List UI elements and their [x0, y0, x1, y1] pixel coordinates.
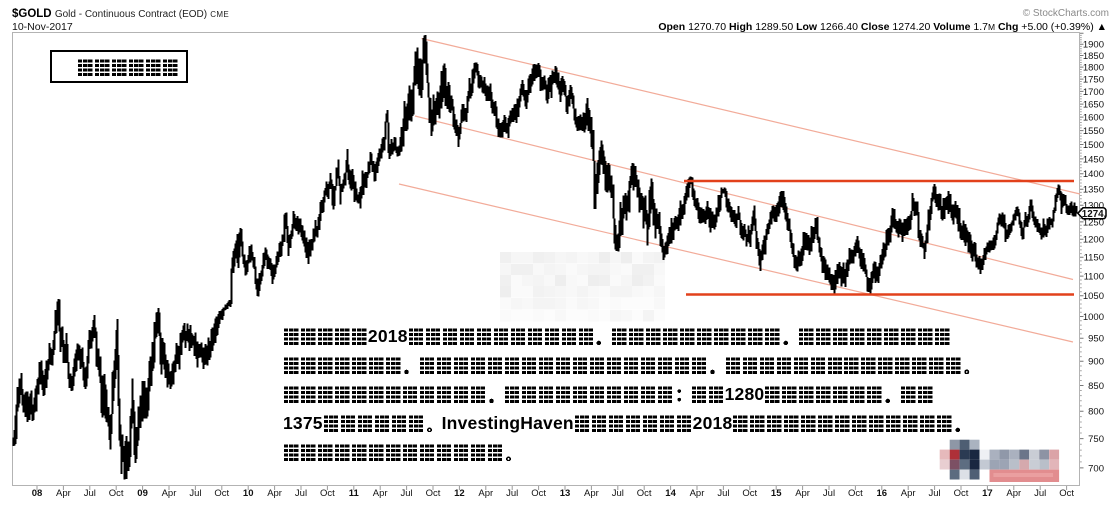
svg-text:13: 13	[560, 488, 571, 499]
svg-text:1050: 1050	[1083, 291, 1104, 302]
svg-text:14: 14	[665, 488, 676, 499]
svg-text:Apr: Apr	[478, 488, 493, 499]
svg-text:1750: 1750	[1083, 75, 1104, 86]
svg-text:1150: 1150	[1084, 253, 1104, 264]
svg-text:Jul: Jul	[401, 488, 413, 499]
svg-text:Jul: Jul	[612, 488, 624, 499]
svg-text:Oct: Oct	[637, 488, 652, 499]
svg-text:10: 10	[243, 488, 254, 499]
svg-text:Apr: Apr	[1006, 488, 1021, 499]
svg-text:1450: 1450	[1083, 154, 1104, 165]
svg-text:15: 15	[771, 488, 782, 499]
svg-text:Oct: Oct	[1059, 488, 1074, 499]
svg-text:Jul: Jul	[1034, 488, 1046, 499]
svg-text:Apr: Apr	[373, 488, 388, 499]
svg-text:950: 950	[1088, 334, 1104, 345]
svg-text:Oct: Oct	[109, 488, 124, 499]
svg-text:1800: 1800	[1083, 63, 1104, 74]
svg-text:1500: 1500	[1083, 140, 1104, 151]
svg-text:Jul: Jul	[295, 488, 307, 499]
svg-text:Apr: Apr	[267, 488, 282, 499]
svg-text:Oct: Oct	[954, 488, 969, 499]
svg-text:Apr: Apr	[901, 488, 916, 499]
svg-text:Jul: Jul	[506, 488, 518, 499]
svg-text:1274.: 1274.	[1082, 209, 1107, 220]
svg-text:1700: 1700	[1083, 87, 1104, 98]
svg-text:Apr: Apr	[584, 488, 599, 499]
svg-text:800: 800	[1088, 407, 1104, 418]
svg-text:1300: 1300	[1083, 201, 1104, 212]
svg-text:Oct: Oct	[320, 488, 335, 499]
svg-text:Oct: Oct	[426, 488, 441, 499]
svg-text:1900: 1900	[1083, 40, 1104, 51]
svg-text:1850: 1850	[1083, 51, 1104, 62]
svg-text:Oct: Oct	[742, 488, 757, 499]
svg-text:850: 850	[1088, 381, 1104, 392]
svg-text:1100: 1100	[1084, 272, 1104, 283]
svg-text:Oct: Oct	[848, 488, 863, 499]
svg-text:Jul: Jul	[823, 488, 835, 499]
svg-text:750: 750	[1088, 434, 1104, 445]
svg-text:Jul: Jul	[189, 488, 201, 499]
svg-text:16: 16	[877, 488, 888, 499]
svg-text:900: 900	[1088, 357, 1104, 368]
svg-text:Apr: Apr	[56, 488, 71, 499]
svg-text:Apr: Apr	[795, 488, 810, 499]
svg-text:1550: 1550	[1083, 126, 1104, 137]
svg-text:Apr: Apr	[162, 488, 177, 499]
svg-text:09: 09	[137, 488, 148, 499]
svg-text:17: 17	[982, 488, 993, 499]
svg-text:Apr: Apr	[690, 488, 705, 499]
svg-text:Jul: Jul	[717, 488, 729, 499]
svg-text:08: 08	[32, 488, 43, 499]
svg-text:1350: 1350	[1083, 185, 1104, 196]
svg-text:700: 700	[1088, 463, 1104, 474]
svg-text:Jul: Jul	[929, 488, 941, 499]
svg-text:1650: 1650	[1083, 100, 1104, 111]
svg-text:1000: 1000	[1083, 312, 1104, 323]
svg-text:Oct: Oct	[531, 488, 546, 499]
svg-text:12: 12	[454, 488, 465, 499]
svg-text:1200: 1200	[1083, 235, 1104, 246]
svg-text:1250: 1250	[1083, 217, 1104, 228]
svg-text:1600: 1600	[1083, 113, 1104, 124]
svg-text:11: 11	[349, 488, 360, 499]
svg-text:1400: 1400	[1083, 169, 1104, 180]
svg-text:Jul: Jul	[84, 488, 96, 499]
svg-text:Oct: Oct	[214, 488, 229, 499]
